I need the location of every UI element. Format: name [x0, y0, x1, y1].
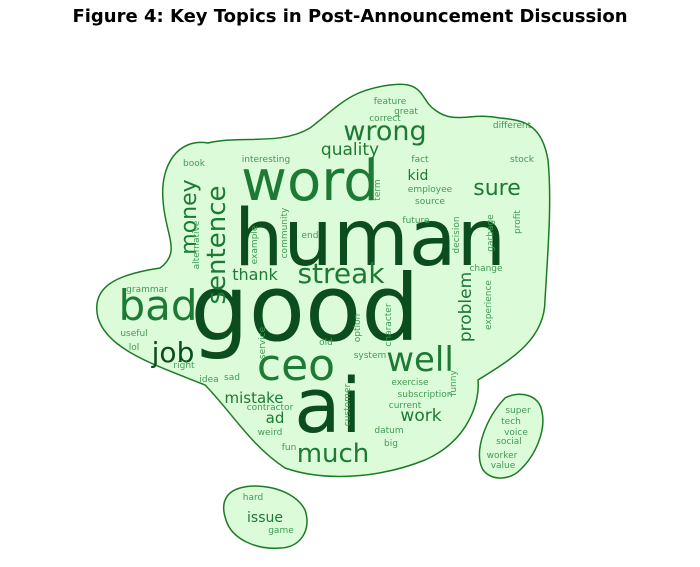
cloud-word-issue: issue: [247, 510, 283, 526]
cloud-word-streak: streak: [297, 257, 385, 290]
cloud-word-right: right: [173, 361, 195, 371]
cloud-word-job: job: [151, 336, 195, 369]
cloud-word-mistake: mistake: [224, 389, 283, 407]
cloud-word-option: option: [353, 314, 363, 342]
cloud-word-old: old: [319, 338, 333, 348]
cloud-word-quality: quality: [321, 140, 379, 160]
cloud-word-big: big: [384, 439, 398, 449]
cloud-word-useful: useful: [120, 329, 147, 339]
cloud-word-money: money: [177, 179, 202, 254]
cloud-word-super: super: [505, 406, 531, 416]
cloud-word-customer: customer: [343, 384, 353, 427]
cloud-word-contractor: contractor: [247, 403, 294, 413]
cloud-word-word: word: [241, 149, 379, 214]
cloud-word-term: term: [373, 179, 383, 200]
cloud-word-current: current: [389, 401, 422, 411]
cloud-word-great: great: [394, 107, 418, 117]
cloud-word-correct: correct: [369, 114, 401, 124]
cloud-word-fun: fun: [282, 443, 297, 453]
cloud-word-system: system: [354, 351, 387, 361]
cloud-word-game: game: [268, 526, 294, 536]
cloud-word-voice: voice: [504, 428, 528, 438]
cloud-word-different: different: [493, 121, 532, 131]
cloud-word-idea: idea: [199, 375, 218, 385]
cloud-word-good: good: [190, 255, 419, 362]
cloud-word-example: example: [250, 225, 260, 264]
cloud-word-future: future: [402, 216, 430, 226]
cloud-word-weird: weird: [258, 428, 283, 438]
cloud-word-fact: fact: [411, 155, 429, 165]
cloud-word-worker: worker: [487, 451, 518, 461]
cloud-word-profit: profit: [513, 210, 523, 234]
cloud-word-thank: thank: [232, 265, 278, 284]
cloud-word-wrong: wrong: [343, 116, 426, 147]
cloud-word-book: book: [183, 159, 206, 169]
cloud-word-experience: experience: [484, 280, 494, 330]
cloud-word-value: value: [491, 461, 516, 471]
cloud-word-subscription: subscription: [398, 390, 453, 400]
cloud-word-community: community: [280, 207, 290, 258]
figure-title: Figure 4: Key Topics in Post-Announcemen…: [72, 6, 628, 27]
cloud-word-hard: hard: [243, 493, 263, 503]
cloud-word-human: human: [234, 194, 506, 284]
cloud-word-garbage: garbage: [486, 214, 496, 252]
cloud-word-grammar: grammar: [126, 285, 168, 295]
cloud-word-lol: lol: [129, 343, 140, 353]
cloud-word-social: social: [496, 437, 522, 447]
cloud-word-feature: feature: [374, 97, 407, 107]
cloud-word-exercise: exercise: [391, 378, 429, 388]
cloud-word-datum: datum: [374, 426, 403, 436]
cloud-word-change: change: [469, 264, 503, 274]
cloud-word-decision: decision: [452, 216, 462, 253]
cloud-word-interesting: interesting: [242, 155, 290, 165]
cloud-word-work: work: [400, 406, 441, 426]
cloud-word-problem: problem: [456, 272, 476, 342]
cloud-word-end: end: [302, 231, 319, 241]
cloud-word-much: much: [297, 439, 370, 469]
cloud-word-sentence: sentence: [202, 186, 232, 305]
cloud-word-employee: employee: [408, 185, 453, 195]
cloud-word-stock: stock: [510, 155, 535, 165]
cloud-word-bad: bad: [118, 281, 197, 330]
cloud-word-ai: ai: [294, 361, 362, 450]
cloud-main-shape: [95, 83, 551, 478]
cloud-island-right: [478, 393, 544, 479]
cloud-word-source: source: [415, 197, 445, 207]
cloud-word-ceo: ceo: [257, 340, 335, 391]
cloud-word-ad: ad: [266, 409, 285, 427]
cloud-word-service: service: [258, 326, 268, 359]
cloud-island-bottom: [222, 485, 308, 549]
cloud-word-well: well: [386, 340, 454, 380]
cloud-word-alternative: alternative: [192, 220, 202, 269]
cloud-word-tech: tech: [501, 417, 521, 427]
cloud-word-sad: sad: [224, 373, 240, 383]
cloud-word-funny: funny: [449, 370, 459, 396]
cloud-word-sure: sure: [473, 176, 521, 201]
cloud-word-character: character: [384, 303, 394, 346]
cloud-word-kid: kid: [408, 168, 429, 184]
